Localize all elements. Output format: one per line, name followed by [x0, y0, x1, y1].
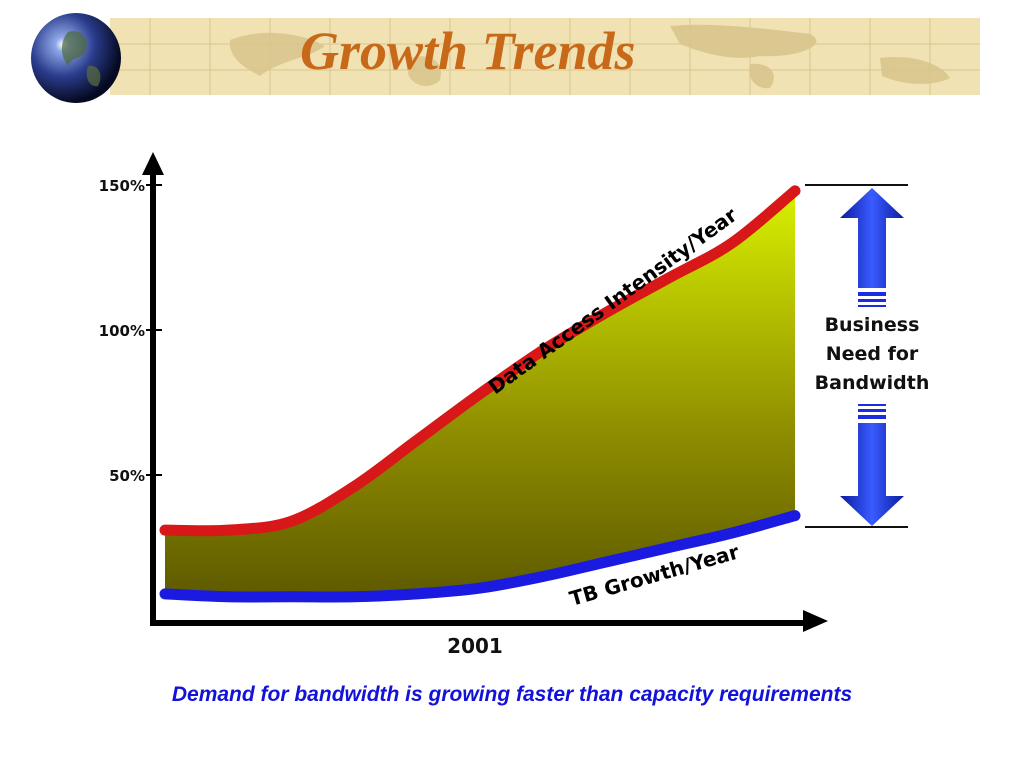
- header-band: [110, 18, 980, 95]
- down-arrow-icon: [840, 404, 904, 526]
- world-map-background: [110, 18, 980, 95]
- y-tick-label: 100%: [99, 322, 145, 340]
- tb-growth-line: [159, 510, 801, 603]
- data-access-intensity-line: [159, 185, 801, 537]
- annotation-line-2: Need for: [826, 343, 919, 365]
- bandwidth-gap-indicator: Business Need for Bandwidth: [805, 184, 930, 528]
- y-tick-label: 150%: [99, 177, 145, 195]
- slide-title: Growth Trends: [300, 21, 636, 81]
- x-axis-label: 2001: [447, 634, 503, 658]
- slide-caption: Demand for bandwidth is growing faster t…: [171, 683, 853, 706]
- annotation-line-1: Business: [825, 314, 920, 336]
- up-arrow-icon: [840, 188, 904, 307]
- globe-icon: [28, 10, 124, 106]
- y-axis: [142, 152, 164, 626]
- x-axis: [150, 610, 828, 632]
- y-tick-label: 50%: [109, 467, 145, 485]
- annotation-line-3: Bandwidth: [815, 372, 930, 394]
